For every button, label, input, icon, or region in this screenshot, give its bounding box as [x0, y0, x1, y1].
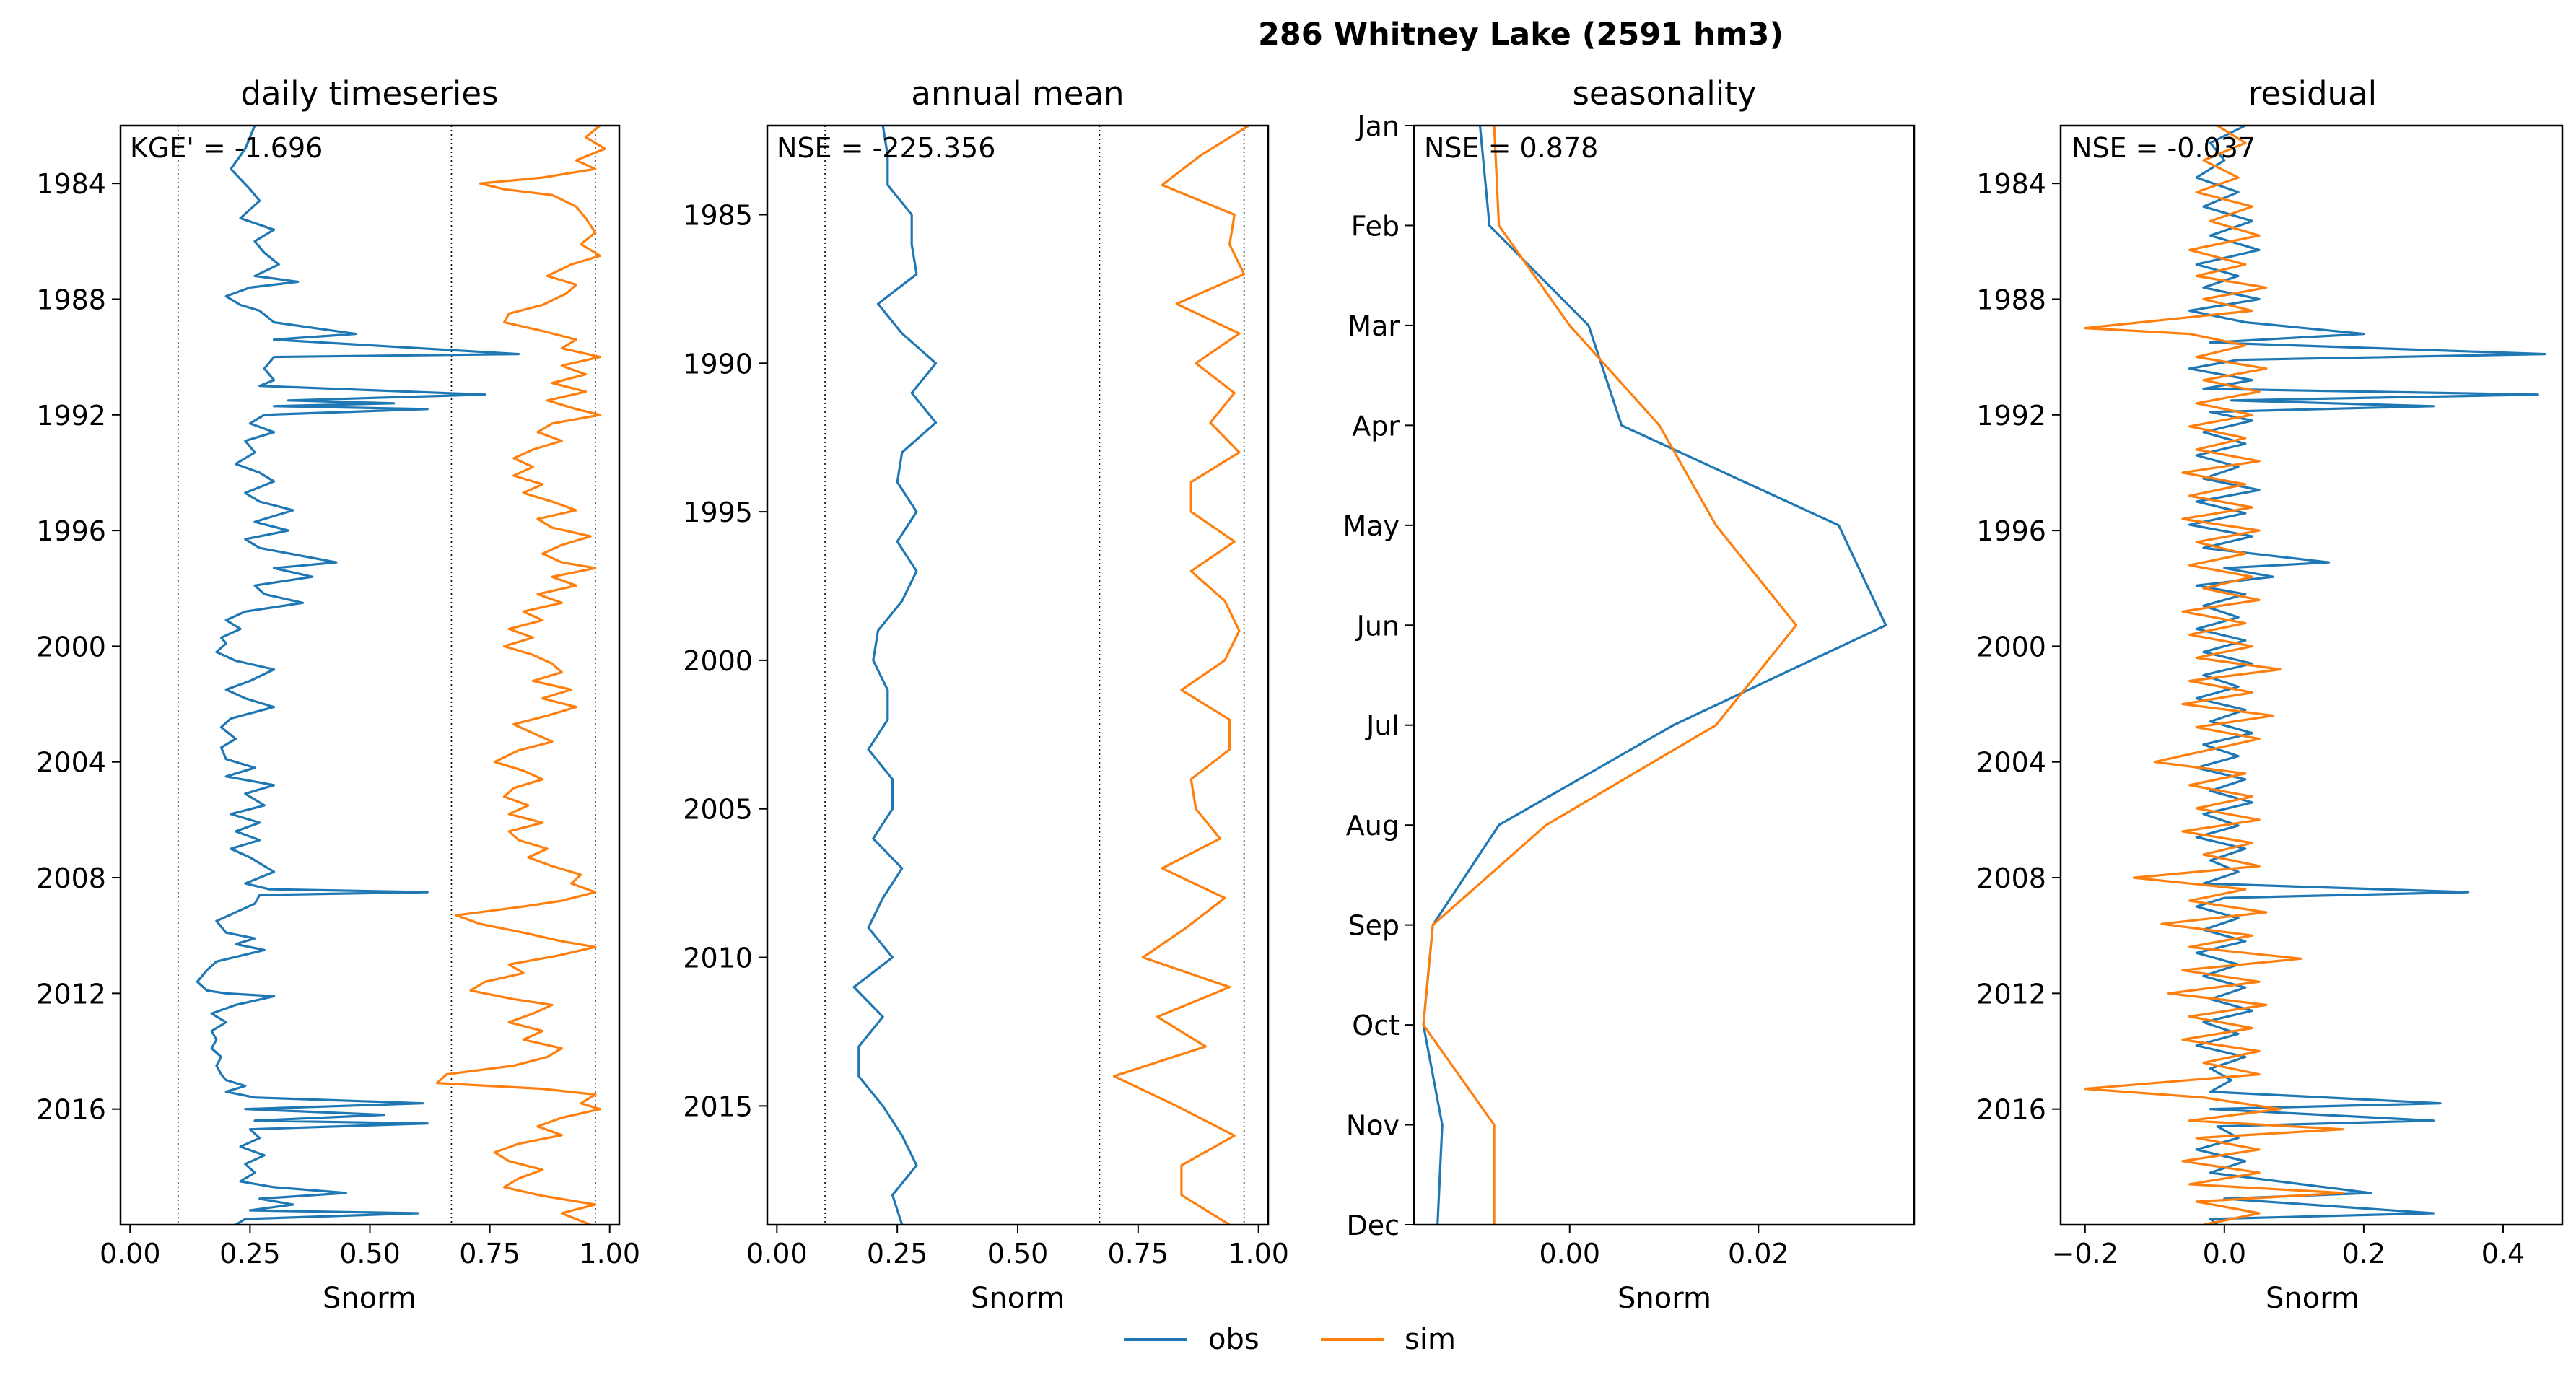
residual-ytick-label-1: 1988 — [1976, 284, 2046, 315]
daily-timeseries-plot-area: 0.00 0.25 0.50 0.75 1.00 1984 1988 1992 1996 2000… — [36, 124, 640, 1270]
daily-timeseries-title: daily timeseries — [240, 74, 498, 113]
annual-mean-annotation: NSE = -225.356 — [777, 132, 995, 164]
annual-mean-xtick-label-3: 0.75 — [1108, 1238, 1169, 1270]
annual-mean-xtick-label-0: 0.00 — [746, 1238, 808, 1270]
daily-timeseries-ytick-label-7: 2012 — [36, 978, 106, 1010]
seasonality-ytick-label-8: Sep — [1348, 910, 1400, 942]
daily-timeseries-frame — [119, 124, 621, 1226]
daily-timeseries-xtick-label-0: 0.00 — [100, 1238, 161, 1270]
daily-timeseries-xtick-label-3: 0.75 — [459, 1238, 520, 1270]
panel-daily-timeseries: 0.00 0.25 0.50 0.75 1.00 1984 1988 1992 1996 2000… — [36, 74, 640, 1315]
residual-annotation: NSE = -0.037 — [2071, 132, 2256, 164]
annual-mean-ytick-label-2: 1995 — [683, 497, 753, 528]
annual-mean-ytick-label-4: 2005 — [683, 794, 753, 826]
seasonality-ytick-label-5: Jun — [1355, 610, 1400, 642]
daily-timeseries-ytick-label-1: 1988 — [36, 284, 106, 315]
seasonality-title: seasonality — [1572, 74, 1756, 113]
residual-plot-area: −0.2 0.0 0.2 0.4 1984 1988 1992 1996 2000 2004 200… — [1976, 124, 2564, 1270]
daily-timeseries-xtick-label-4: 1.00 — [579, 1238, 640, 1270]
daily-timeseries-xtick-label-2: 0.50 — [339, 1238, 401, 1270]
daily-timeseries-ytick-label-3: 1996 — [36, 515, 106, 547]
annual-mean-ytick-label-0: 1985 — [683, 199, 753, 231]
annual-mean-ytick-label-6: 2015 — [683, 1091, 753, 1122]
residual-ytick-label-5: 2004 — [1976, 747, 2046, 779]
seasonality-ytick-label-1: Feb — [1351, 210, 1400, 242]
panel-seasonality: 0.00 0.02 Jan Feb Mar Apr May Jun Jul Aug Sep Oct No… — [1342, 74, 1916, 1315]
annual-mean-frame — [766, 124, 1270, 1226]
daily-timeseries-ytick-label-5: 2004 — [36, 747, 106, 779]
residual-ytick-label-6: 2008 — [1976, 862, 2046, 894]
seasonality-xtick-label-0: 0.00 — [1539, 1238, 1600, 1270]
daily-timeseries-annotation: KGE' = -1.696 — [130, 132, 323, 164]
seasonality-ytick-label-6: Jul — [1365, 710, 1400, 742]
residual-ytick-label-8: 2016 — [1976, 1094, 2046, 1126]
daily-timeseries-xtick-label-1: 0.25 — [219, 1238, 281, 1270]
residual-sim-line — [2084, 126, 2344, 1225]
residual-xtick-label-3: 0.4 — [2481, 1238, 2525, 1270]
annual-mean-xtick-label-1: 0.25 — [867, 1238, 928, 1270]
seasonality-obs-line — [1422, 126, 1887, 1225]
seasonality-series-group — [1422, 126, 1887, 1225]
residual-series-group — [2084, 126, 2546, 1225]
legend-sim-label: sim — [1405, 1323, 1456, 1356]
figure-suptitle: 286 Whitney Lake (2591 hm3) — [1258, 17, 1783, 53]
seasonality-ytick-label-11: Dec — [1346, 1210, 1400, 1241]
residual-frame — [2059, 124, 2564, 1226]
seasonality-frame — [1413, 124, 1916, 1226]
residual-xlabel: Snorm — [2266, 1282, 2359, 1315]
panel-annual-mean: 0.00 0.25 0.50 0.75 1.00 1985 1990 1995 2000 2005… — [683, 74, 1289, 1315]
daily-timeseries-ytick-label-6: 2008 — [36, 862, 106, 894]
panel-residual: −0.2 0.0 0.2 0.4 1984 1988 1992 1996 2000 2004 200… — [1976, 74, 2564, 1315]
annual-mean-ytick-label-3: 2000 — [683, 645, 753, 677]
seasonality-ytick-label-7: Aug — [1346, 810, 1400, 842]
annual-mean-xtick-label-4: 1.00 — [1228, 1238, 1289, 1270]
annual-mean-series-group — [852, 126, 1250, 1225]
annual-mean-title: annual mean — [911, 74, 1124, 113]
residual-xtick-label-2: 0.2 — [2342, 1238, 2385, 1270]
daily-timeseries-ytick-label-4: 2000 — [36, 631, 106, 663]
daily-timeseries-ytick-label-2: 1992 — [36, 400, 106, 432]
residual-ytick-label-0: 1984 — [1976, 168, 2046, 200]
seasonality-ytick-label-2: Mar — [1348, 310, 1400, 342]
residual-ytick-label-3: 1996 — [1976, 515, 2046, 547]
annual-mean-plot-area: 0.00 0.25 0.50 0.75 1.00 1985 1990 1995 2000 2005… — [683, 124, 1289, 1270]
annual-mean-xtick-label-2: 0.50 — [987, 1238, 1049, 1270]
legend-obs-label: obs — [1208, 1323, 1259, 1356]
seasonality-xtick-label-1: 0.02 — [1728, 1238, 1789, 1270]
daily-timeseries-series-group — [196, 126, 606, 1225]
seasonality-ytick-label-0: Jan — [1355, 110, 1400, 142]
residual-obs-line — [2188, 126, 2546, 1225]
residual-title: residual — [2248, 74, 2377, 113]
annual-mean-obs-line — [852, 126, 938, 1225]
annual-mean-sim-line — [1112, 126, 1250, 1225]
daily-timeseries-sim-line — [435, 126, 606, 1225]
residual-xtick-label-1: 0.0 — [2203, 1238, 2246, 1270]
residual-xtick-label-0: −0.2 — [2052, 1238, 2118, 1270]
seasonality-ytick-label-10: Nov — [1346, 1110, 1400, 1142]
seasonality-plot-area: 0.00 0.02 Jan Feb Mar Apr May Jun Jul Aug Sep Oct No… — [1342, 110, 1916, 1270]
seasonality-ytick-label-9: Oct — [1352, 1010, 1400, 1041]
seasonality-annotation: NSE = 0.878 — [1424, 132, 1598, 164]
daily-timeseries-obs-line — [196, 126, 520, 1225]
annual-mean-ytick-label-1: 1990 — [683, 348, 753, 380]
residual-ytick-label-7: 2012 — [1976, 978, 2046, 1010]
annual-mean-ytick-label-5: 2010 — [683, 943, 753, 974]
annual-mean-xlabel: Snorm — [971, 1282, 1065, 1315]
daily-timeseries-ytick-label-8: 2016 — [36, 1094, 106, 1126]
seasonality-ytick-label-3: Apr — [1352, 410, 1400, 442]
residual-ytick-label-4: 2000 — [1976, 631, 2046, 663]
daily-timeseries-xlabel: Snorm — [323, 1282, 416, 1315]
seasonality-ytick-label-4: May — [1342, 510, 1400, 542]
residual-ytick-label-2: 1992 — [1976, 400, 2046, 432]
seasonality-sim-line — [1422, 126, 1798, 1225]
seasonality-xlabel: Snorm — [1617, 1282, 1711, 1315]
legend: obs sim — [1124, 1323, 1456, 1356]
daily-timeseries-ytick-label-0: 1984 — [36, 168, 106, 200]
